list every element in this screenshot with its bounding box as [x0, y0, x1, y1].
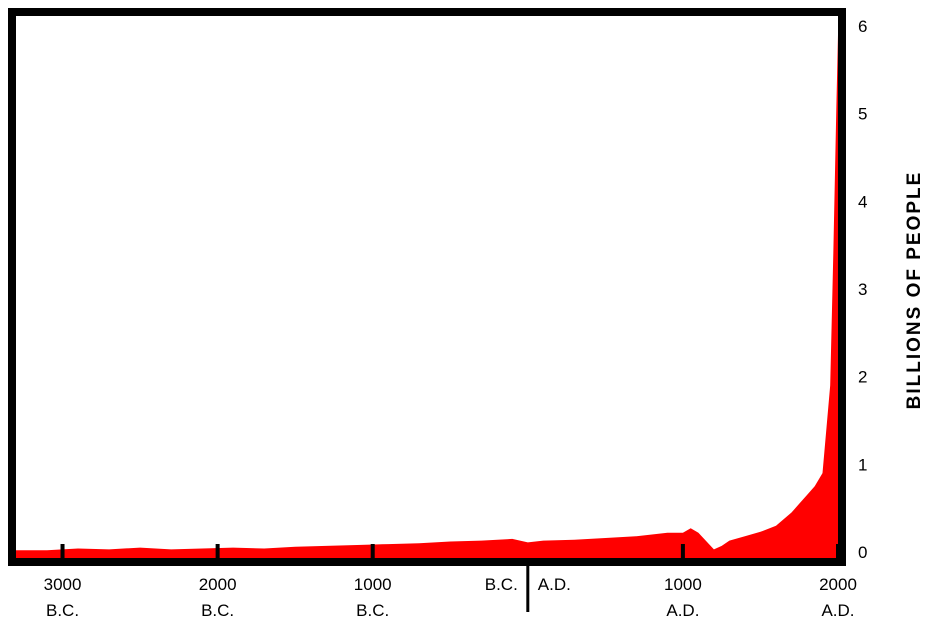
plot-frame [8, 8, 846, 566]
y-tick-label: 5 [858, 105, 867, 124]
x-tick-label: 1000 [664, 575, 702, 594]
x-axis-ticks: 3000 B.C. 2000 B.C. 1000 B.C. 1000 A.D. 2000 A.D.… [44, 544, 857, 620]
x-tick-label: 3000 [44, 575, 82, 594]
x-tick-era-label: B.C. [201, 601, 234, 620]
y-axis-ticks: 0 1 2 3 4 5 6 [858, 17, 867, 562]
plot-area [12, 12, 842, 562]
x-tick-era-label: A.D. [821, 601, 854, 620]
x-tick-era-label: B.C. [356, 601, 389, 620]
x-tick-label: 1000 [354, 575, 392, 594]
era-label-ad: A.D. [538, 575, 571, 594]
era-label-bc: B.C. [485, 575, 518, 594]
y-tick-label: 6 [858, 17, 867, 36]
y-tick-label: 1 [858, 455, 867, 474]
y-axis-title: BILLIONS OF PEOPLE [904, 171, 925, 410]
y-tick-label: 2 [858, 368, 867, 387]
y-tick-label: 0 [858, 543, 867, 562]
y-tick-label: 4 [858, 192, 867, 211]
x-tick-label: 2000 [819, 575, 857, 594]
y-tick-label: 3 [858, 280, 867, 299]
x-tick-label: 2000 [199, 575, 237, 594]
x-tick-era-label: A.D. [666, 601, 699, 620]
x-tick-era-label: B.C. [46, 601, 79, 620]
